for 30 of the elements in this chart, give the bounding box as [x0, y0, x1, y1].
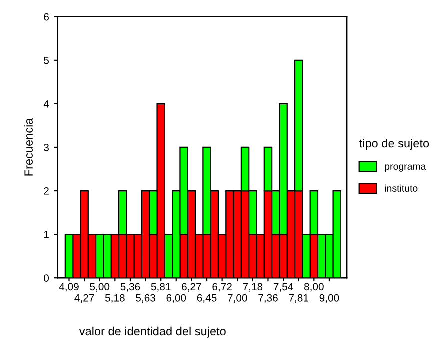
x-tick-label: 4,09 — [59, 283, 79, 292]
legend-title: tipo de sujeto — [360, 138, 430, 150]
x-tick-label: 7,18 — [243, 283, 263, 292]
x-tick-label: 6,27 — [182, 283, 202, 292]
x-tick-label: 6,72 — [212, 283, 232, 292]
x-tick-label: 7,36 — [258, 294, 278, 304]
x-tick-label: 5,81 — [151, 283, 171, 292]
x-tick-label: 4,27 — [74, 294, 94, 304]
x-axis-title: valor de identidad del sujeto — [79, 326, 226, 338]
x-tick-label: 5,00 — [90, 283, 110, 292]
x-tick-label: 6,45 — [197, 294, 217, 304]
x-tick-label: 7,00 — [228, 294, 248, 304]
y-tick-label: 4 — [44, 100, 50, 108]
y-tick-label: 2 — [44, 188, 49, 195]
y-tick-label: 1 — [44, 231, 49, 238]
x-tick-label: 6,00 — [166, 294, 186, 304]
y-tick-label: 6 — [44, 13, 49, 21]
legend-label: instituto — [385, 184, 418, 192]
y-tick-label: 3 — [44, 144, 49, 152]
legend-label: programa — [385, 164, 426, 172]
x-tick-label: 5,36 — [120, 283, 140, 292]
x-tick-label: 7,81 — [289, 294, 308, 304]
x-tick-label: 5,63 — [136, 294, 156, 304]
y-axis-title: Frecuencia — [24, 118, 33, 176]
y-tick-label: 0 — [44, 274, 50, 282]
x-tick-label: 5,18 — [105, 294, 125, 304]
x-tick-label: 9,00 — [320, 294, 340, 304]
x-tick-label: 7,54 — [274, 283, 294, 292]
x-tick-label: 8,00 — [304, 283, 324, 292]
y-tick-label: 5 — [44, 57, 49, 64]
